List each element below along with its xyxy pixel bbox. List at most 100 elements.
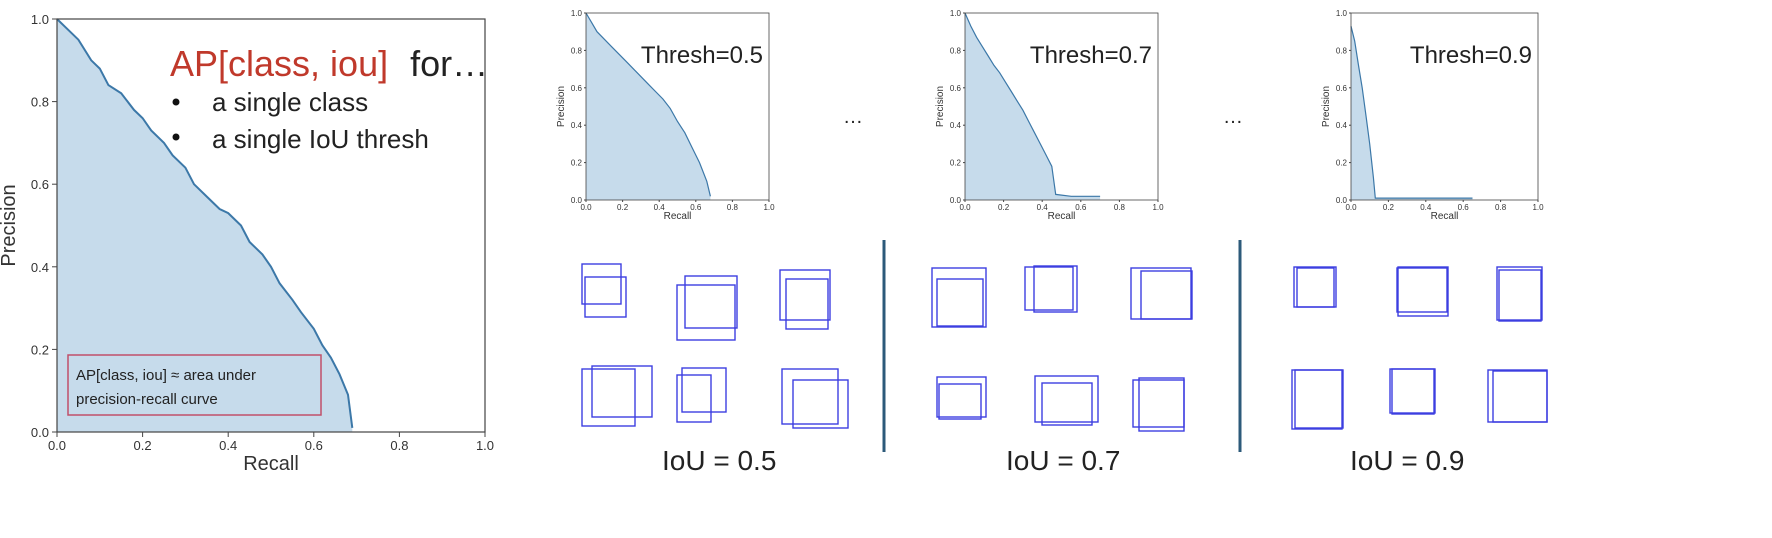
y-tick-label: 1.0 [571, 9, 583, 18]
bounding-box [1041, 382, 1093, 426]
x-tick-label: 1.0 [1152, 203, 1164, 212]
x-tick-label: 0.6 [690, 203, 702, 212]
x-tick-label: 0.0 [580, 203, 592, 212]
bounding-box [1293, 266, 1337, 308]
bounding-box [792, 379, 849, 429]
y-tick-label: 0.2 [1336, 159, 1348, 168]
y-tick-label: 0.2 [950, 159, 962, 168]
y-tick-label: 0.6 [31, 177, 49, 192]
y-tick-label: 0.8 [1336, 46, 1348, 55]
bounding-box [1496, 266, 1543, 321]
area-fill [57, 19, 353, 432]
x-tick-label: 0.8 [1114, 203, 1126, 212]
ellipsis-1: … [843, 106, 863, 128]
y-tick-label: 0.0 [31, 425, 49, 440]
x-tick-label: 0.0 [1345, 203, 1357, 212]
bounding-box [1130, 267, 1192, 320]
area-fill [1351, 26, 1473, 200]
bounding-box [781, 368, 839, 425]
chart-title: Thresh=0.7 [1030, 42, 1152, 69]
y-tick-label: 0.2 [31, 342, 49, 357]
plot-frame [56, 18, 486, 433]
bounding-box [1034, 375, 1099, 423]
y-tick-label: 0.4 [1336, 121, 1348, 130]
pr-curve-line [56, 18, 354, 429]
note-line-1: AP[class, iou] ≈ area under [76, 367, 256, 384]
x-tick-label: 0.2 [1383, 203, 1395, 212]
y-tick-label: 0.6 [950, 84, 962, 93]
pr-curve-line [585, 12, 711, 197]
headline-ap: AP[class, iou] [170, 43, 388, 84]
bounding-box [779, 269, 831, 321]
x-tick-label: 0.8 [727, 203, 739, 212]
y-axis-label: Precision [935, 86, 946, 127]
small-pr-chart-0-5: 0.0 0.2 0.4 0.6 0.8 1.0 0.0 0.2 0.4 0.6 0.8 1.0 Reca… [556, 9, 775, 222]
main-pr-chart: 0.0 0.2 0.4 0.6 0.8 1.0 0.0 0.2 0.4 0.6 0.8 1.0 Reca… [0, 12, 494, 475]
x-tick-label: 0.8 [1495, 203, 1507, 212]
x-tick-label: 0.2 [134, 438, 152, 453]
bounding-box [1391, 368, 1435, 415]
bounding-box [1498, 269, 1542, 322]
x-tick-label: 0.8 [390, 438, 408, 453]
small-pr-chart-0-7: 0.0 0.2 0.4 0.6 0.8 1.0 0.0 0.2 0.4 0.6 0.8 1.0 Reca… [935, 9, 1164, 222]
x-tick-label: 0.4 [654, 203, 666, 212]
x-tick-label: 0.4 [219, 438, 237, 453]
x-axis-label: Recall [243, 453, 299, 475]
y-tick-label: 0.8 [571, 46, 583, 55]
bounding-box [581, 263, 622, 305]
bounding-box [1140, 270, 1193, 320]
note-box [67, 354, 322, 416]
y-tick-label: 0.0 [1336, 196, 1348, 205]
bounding-box [1132, 379, 1185, 428]
x-axis-label: Recall [664, 211, 692, 222]
bounding-box [936, 376, 987, 418]
bounding-box [1291, 369, 1343, 430]
bounding-box [785, 278, 829, 330]
bounding-box [1492, 370, 1548, 423]
iou-label-0-7: IoU = 0.7 [1006, 445, 1120, 476]
iou-label-0-5: IoU = 0.5 [662, 445, 776, 476]
bounding-box [1033, 265, 1078, 313]
y-tick-label: 1.0 [1336, 9, 1348, 18]
bounding-box [591, 365, 653, 418]
plot-frame [1350, 12, 1539, 201]
x-tick-label: 0.6 [1075, 203, 1087, 212]
x-axis-label: Recall [1048, 211, 1076, 222]
y-tick-label: 0.4 [571, 121, 583, 130]
x-tick-label: 0.2 [998, 203, 1010, 212]
plot-frame [585, 12, 770, 201]
area-fill [965, 13, 1101, 200]
x-tick-label: 1.0 [476, 438, 494, 453]
x-tick-label: 1.0 [1532, 203, 1544, 212]
bounding-box [684, 275, 738, 329]
iou-box-examples [581, 263, 1548, 432]
pr-curve-line [964, 12, 1101, 197]
bounding-box [936, 278, 984, 327]
plot-frame [964, 12, 1159, 201]
bullet-2: a single IoU thresh [212, 124, 429, 154]
bounding-box [676, 374, 712, 423]
bounding-box [1294, 369, 1344, 429]
y-tick-label: 0.8 [31, 95, 49, 110]
y-tick-label: 0.2 [571, 159, 583, 168]
y-tick-label: 0.6 [1336, 84, 1348, 93]
note-line-2: precision-recall curve [76, 391, 218, 408]
x-tick-label: 1.0 [763, 203, 775, 212]
y-tick-label: 0.0 [950, 196, 962, 205]
x-tick-label: 0.4 [1037, 203, 1049, 212]
y-axis-label: Precision [1321, 86, 1332, 127]
ellipsis-2: … [1223, 106, 1243, 128]
area-fill [586, 13, 711, 200]
iou-label-0-9: IoU = 0.9 [1350, 445, 1464, 476]
bounding-box [1389, 368, 1436, 414]
x-tick-label: 0.0 [48, 438, 66, 453]
y-axis-label: Precision [556, 86, 567, 127]
bullet-dot-1 [172, 98, 180, 106]
small-pr-chart-0-9: 0.0 0.2 0.4 0.6 0.8 1.0 0.0 0.2 0.4 0.6 0.8 1.0 Reca… [1321, 9, 1544, 222]
bounding-box [938, 383, 982, 420]
y-tick-label: 0.4 [31, 260, 49, 275]
bounding-box [1396, 267, 1448, 313]
chart-title: Thresh=0.5 [641, 42, 763, 69]
x-tick-label: 0.6 [1458, 203, 1470, 212]
